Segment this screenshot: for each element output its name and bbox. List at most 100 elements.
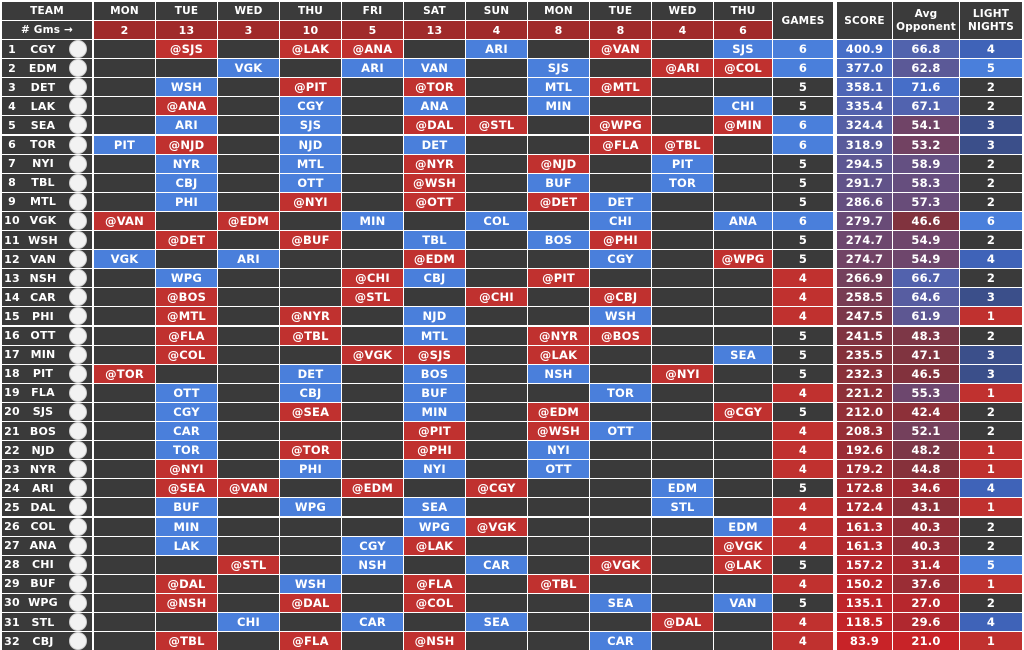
schedule-cell: @WSH bbox=[404, 173, 465, 192]
schedule-cell bbox=[714, 364, 772, 383]
schedule-cell bbox=[94, 517, 155, 536]
avg-opponent-cell: 40.3 bbox=[893, 517, 959, 536]
schedule-cell: @LAK bbox=[714, 555, 772, 574]
schedule-cell bbox=[404, 555, 465, 574]
schedule-cell: CGY bbox=[590, 250, 651, 269]
schedule-cell bbox=[714, 173, 772, 192]
bos-logo-icon bbox=[69, 422, 87, 441]
schedule-cell bbox=[714, 613, 772, 632]
light-nights-cell: 1 bbox=[960, 498, 1022, 517]
day-header: SAT bbox=[404, 2, 465, 20]
schedule-cell: @CHI bbox=[466, 288, 527, 307]
schedule-cell: NYI bbox=[528, 441, 589, 460]
schedule-cell bbox=[218, 326, 279, 345]
logo-cell bbox=[64, 364, 92, 383]
score-cell: 161.3 bbox=[837, 517, 892, 536]
schedule-cell bbox=[528, 307, 589, 326]
schedule-cell bbox=[714, 498, 772, 517]
schedule-cell: @WPG bbox=[590, 116, 651, 135]
light-nights-header: LIGHT NIGHTS bbox=[960, 2, 1022, 39]
schedule-cell bbox=[652, 593, 713, 612]
schedule-cell bbox=[466, 192, 527, 211]
schedule-cell bbox=[652, 231, 713, 250]
schedule-cell bbox=[218, 192, 279, 211]
schedule-cell: @BOS bbox=[590, 326, 651, 345]
schedule-cell: @CHI bbox=[342, 269, 403, 288]
light-nights-cell: 3 bbox=[960, 364, 1022, 383]
schedule-cell: SEA bbox=[404, 498, 465, 517]
schedule-cell bbox=[156, 211, 217, 230]
day-game-count: 13 bbox=[156, 21, 217, 39]
schedule-cell bbox=[94, 326, 155, 345]
score-cell: 161.3 bbox=[837, 536, 892, 555]
day-game-count: 2 bbox=[94, 21, 155, 39]
rank-cell: 28 bbox=[2, 555, 22, 574]
games-cell: 5 bbox=[773, 192, 833, 211]
team-name: OTT bbox=[22, 326, 64, 345]
schedule-cell bbox=[94, 59, 155, 78]
day-game-count: 4 bbox=[652, 21, 713, 39]
schedule-cell bbox=[714, 135, 772, 154]
schedule-cell bbox=[590, 441, 651, 460]
schedule-cell bbox=[94, 536, 155, 555]
schedule-cell: @VGK bbox=[342, 345, 403, 364]
schedule-cell: @STL bbox=[342, 288, 403, 307]
schedule-cell: CAR bbox=[156, 422, 217, 441]
schedule-cell bbox=[528, 479, 589, 498]
schedule-cell: @MTL bbox=[590, 78, 651, 97]
schedule-cell bbox=[218, 345, 279, 364]
schedule-cell bbox=[714, 288, 772, 307]
team-name: COL bbox=[22, 517, 64, 536]
schedule-cell bbox=[466, 574, 527, 593]
schedule-cell bbox=[280, 422, 341, 441]
schedule-cell bbox=[342, 116, 403, 135]
day-game-count: 8 bbox=[528, 21, 589, 39]
score-cell: 335.4 bbox=[837, 97, 892, 116]
schedule-cell: TOR bbox=[156, 441, 217, 460]
rank-cell: 3 bbox=[2, 78, 22, 97]
schedule-cell bbox=[94, 574, 155, 593]
avg-opponent-cell: 47.1 bbox=[893, 345, 959, 364]
schedule-cell: CAR bbox=[466, 555, 527, 574]
schedule-cell bbox=[652, 422, 713, 441]
schedule-cell: @VGK bbox=[714, 536, 772, 555]
schedule-cell: WSH bbox=[590, 307, 651, 326]
schedule-cell: WSH bbox=[156, 78, 217, 97]
schedule-cell bbox=[714, 78, 772, 97]
schedule-cell: @DET bbox=[528, 192, 589, 211]
schedule-cell bbox=[528, 593, 589, 612]
score-cell: 279.7 bbox=[837, 211, 892, 230]
light-nights-cell: 2 bbox=[960, 192, 1022, 211]
rank-cell: 20 bbox=[2, 402, 22, 421]
schedule-cell bbox=[714, 460, 772, 479]
schedule-cell bbox=[94, 555, 155, 574]
schedule-cell bbox=[94, 498, 155, 517]
schedule-cell: VAN bbox=[714, 593, 772, 612]
schedule-cell: PHI bbox=[156, 192, 217, 211]
phi-logo-icon bbox=[69, 307, 87, 326]
schedule-cell: VGK bbox=[218, 59, 279, 78]
day-header: TUE bbox=[590, 2, 651, 20]
schedule-cell: @NSH bbox=[156, 593, 217, 612]
ana-logo-icon bbox=[69, 536, 87, 555]
schedule-cell bbox=[218, 269, 279, 288]
team-name: SEA bbox=[22, 116, 64, 135]
logo-cell bbox=[64, 632, 92, 650]
team-name: LAK bbox=[22, 97, 64, 116]
light-nights-cell: 4 bbox=[960, 250, 1022, 269]
sjs-logo-icon bbox=[69, 402, 87, 421]
schedule-cell: @FLA bbox=[156, 326, 217, 345]
schedule-cell bbox=[652, 326, 713, 345]
dal-logo-icon bbox=[69, 498, 87, 517]
mtl-logo-icon bbox=[69, 192, 87, 211]
schedule-cell: @NJD bbox=[528, 154, 589, 173]
schedule-cell: BOS bbox=[404, 364, 465, 383]
rank-cell: 31 bbox=[2, 613, 22, 632]
games-cell: 4 bbox=[773, 517, 833, 536]
avg-opponent-cell: 57.3 bbox=[893, 192, 959, 211]
team-name: ANA bbox=[22, 536, 64, 555]
games-cell: 6 bbox=[773, 116, 833, 135]
logo-cell bbox=[64, 307, 92, 326]
schedule-cell: @MTL bbox=[156, 307, 217, 326]
schedule-cell bbox=[652, 460, 713, 479]
